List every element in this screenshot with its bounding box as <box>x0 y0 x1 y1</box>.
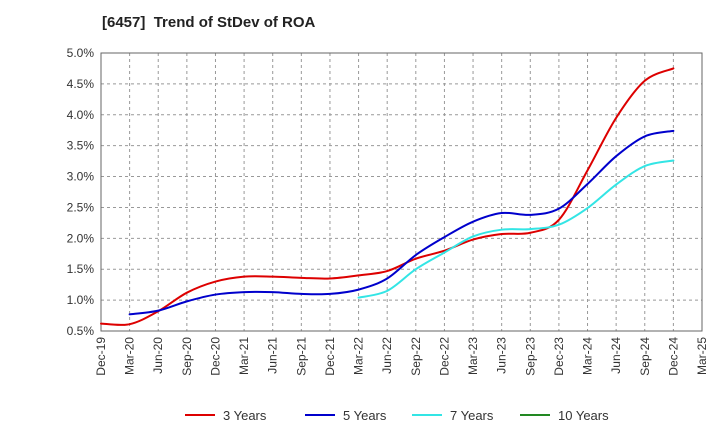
legend: 3 Years 5 Years 7 Years 10 Years <box>185 408 609 423</box>
x-tick-label: Jun-24 <box>609 337 623 374</box>
x-tick-label: Dec-23 <box>552 337 566 376</box>
x-tick-label: Sep-24 <box>638 337 652 376</box>
x-tick-label: Mar-20 <box>123 337 137 375</box>
y-tick-label: 2.5% <box>67 200 95 214</box>
y-tick-label: 3.5% <box>67 139 95 153</box>
x-tick-label: Sep-23 <box>523 337 537 376</box>
y-tick-label: 1.5% <box>67 262 95 276</box>
chart-title: [6457] Trend of StDev of ROA <box>102 14 316 31</box>
x-tick-label: Mar-25 <box>695 337 709 375</box>
x-tick-label: Jun-20 <box>151 337 165 374</box>
legend-label: 10 Years <box>558 408 609 423</box>
y-tick-label: 0.5% <box>67 324 95 338</box>
x-axis-ticks: Dec-19 Mar-20 Jun-20 Sep-20 Dec-20 Mar-21 Jun-… <box>94 337 709 376</box>
x-tick-label: Jun-22 <box>380 337 394 374</box>
plot-frame <box>100 52 703 332</box>
y-tick-label: 2.0% <box>67 231 95 245</box>
y-tick-label: 5.0% <box>67 46 95 60</box>
x-tick-label: Dec-24 <box>666 337 680 376</box>
series-line-1 <box>100 67 675 326</box>
x-tick-label: Mar-24 <box>581 337 595 375</box>
x-tick-label: Sep-21 <box>294 337 308 376</box>
x-tick-label: Mar-22 <box>352 337 366 375</box>
series-lines <box>100 67 675 326</box>
grid-lines <box>101 53 702 331</box>
x-tick-label: Dec-20 <box>208 337 222 376</box>
x-tick-label: Jun-21 <box>266 337 280 374</box>
legend-label: 3 Years <box>223 408 267 423</box>
y-tick-label: 1.0% <box>67 293 95 307</box>
legend-label: 5 Years <box>343 408 387 423</box>
y-tick-label: 3.0% <box>67 170 95 184</box>
series-line-3 <box>357 159 675 299</box>
x-tick-label: Dec-21 <box>323 337 337 376</box>
y-axis-ticks: 0.5% 1.0% 1.5% 2.0% 2.5% 3.0% 3.5% 4.0% 4.5% 5.0% <box>67 46 95 338</box>
x-tick-label: Sep-20 <box>180 337 194 376</box>
x-tick-label: Dec-22 <box>437 337 451 376</box>
x-tick-label: Mar-23 <box>466 337 480 375</box>
x-tick-label: Dec-19 <box>94 337 108 376</box>
x-tick-label: Mar-21 <box>237 337 251 375</box>
y-tick-label: 4.5% <box>67 77 95 91</box>
series-line-2 <box>128 129 675 316</box>
y-tick-label: 4.0% <box>67 108 95 122</box>
x-tick-label: Sep-22 <box>409 337 423 376</box>
x-tick-label: Jun-23 <box>495 337 509 374</box>
legend-label: 7 Years <box>450 408 494 423</box>
